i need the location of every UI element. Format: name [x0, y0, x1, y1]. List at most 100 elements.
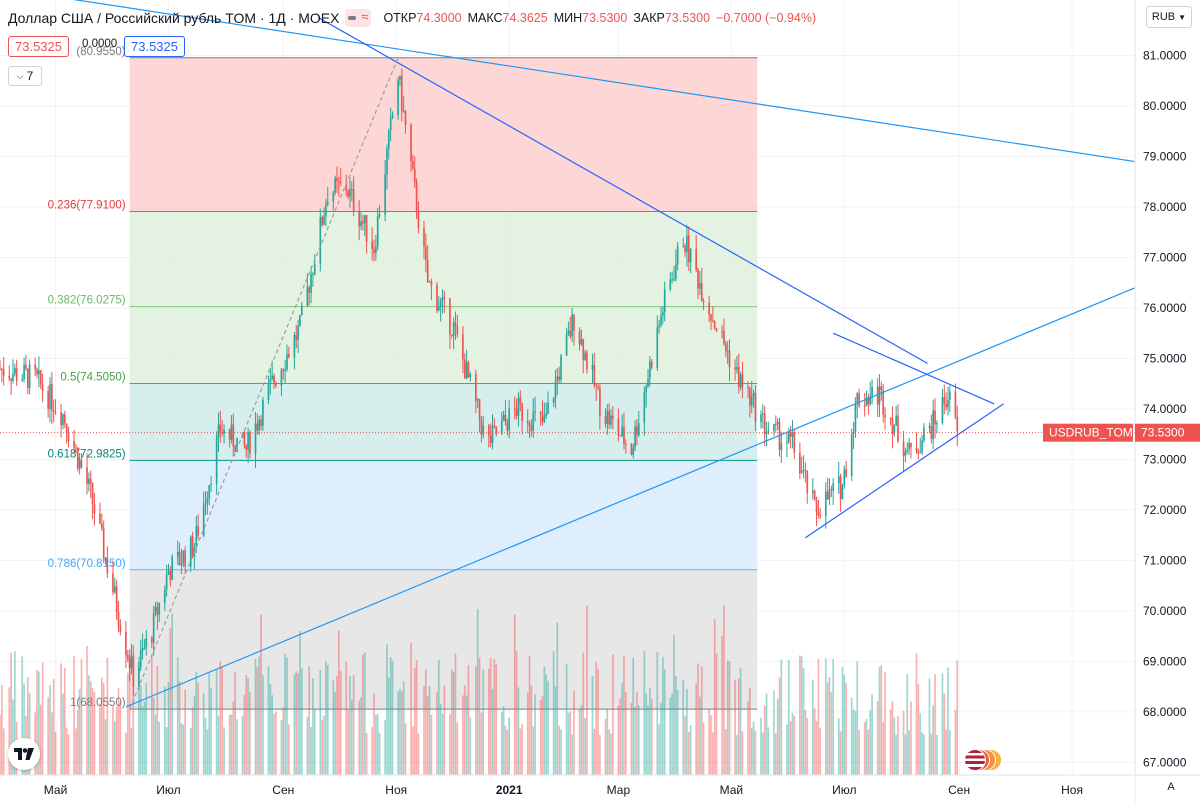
candle-body[interactable]	[839, 476, 842, 500]
candle-body[interactable]	[293, 334, 296, 358]
candle-body[interactable]	[767, 430, 770, 434]
candle-body[interactable]	[478, 399, 481, 420]
candle-body[interactable]	[656, 327, 659, 368]
candle-body[interactable]	[713, 321, 716, 329]
candle-body[interactable]	[674, 264, 677, 280]
candle-body[interactable]	[210, 483, 212, 485]
candle-body[interactable]	[699, 283, 701, 289]
candle-body[interactable]	[197, 526, 199, 536]
candle-body[interactable]	[660, 315, 662, 326]
candle-body[interactable]	[595, 385, 598, 387]
candle-body[interactable]	[528, 423, 531, 427]
candle-body[interactable]	[895, 415, 897, 426]
candle-body[interactable]	[867, 397, 870, 405]
candle-body[interactable]	[295, 334, 298, 340]
candle-body[interactable]	[228, 429, 231, 440]
candle-body[interactable]	[208, 484, 211, 499]
candle-body[interactable]	[882, 390, 885, 415]
candle-body[interactable]	[349, 189, 351, 197]
candle-body[interactable]	[215, 437, 218, 484]
candle-body[interactable]	[384, 174, 386, 215]
candle-body[interactable]	[306, 287, 309, 306]
candle-body[interactable]	[441, 297, 444, 301]
candle-body[interactable]	[25, 364, 27, 369]
candle-body[interactable]	[910, 443, 912, 448]
candle-body[interactable]	[165, 574, 168, 590]
candle-body[interactable]	[288, 354, 290, 358]
candle-body[interactable]	[567, 330, 570, 335]
candle-body[interactable]	[34, 364, 37, 370]
candle-body[interactable]	[313, 263, 316, 274]
candle-body[interactable]	[489, 435, 492, 444]
candle-body[interactable]	[258, 419, 261, 431]
candle-body[interactable]	[206, 498, 209, 504]
candle-body[interactable]	[715, 328, 718, 331]
trend-line[interactable]	[318, 17, 928, 365]
candle-body[interactable]	[789, 432, 792, 437]
candle-body[interactable]	[526, 420, 529, 424]
candle-body[interactable]	[204, 503, 207, 505]
candle-body[interactable]	[915, 447, 918, 452]
candle-body[interactable]	[723, 331, 725, 344]
candle-body[interactable]	[799, 452, 801, 474]
candle-body[interactable]	[150, 637, 153, 643]
candle-body[interactable]	[541, 413, 544, 422]
candle-body[interactable]	[21, 379, 24, 381]
candle-body[interactable]	[73, 441, 75, 448]
candle-body[interactable]	[360, 221, 362, 227]
candle-body[interactable]	[65, 423, 68, 435]
candle-body[interactable]	[923, 427, 925, 441]
candle-body[interactable]	[906, 449, 909, 452]
candle-body[interactable]	[26, 368, 29, 388]
candle-body[interactable]	[219, 424, 222, 433]
candle-body[interactable]	[604, 415, 607, 424]
candle-body[interactable]	[662, 312, 664, 316]
candle-body[interactable]	[89, 478, 92, 484]
candle-body[interactable]	[908, 443, 910, 450]
candle-body[interactable]	[387, 130, 390, 149]
candle-body[interactable]	[402, 110, 405, 112]
candle-body[interactable]	[763, 413, 766, 435]
candle-body[interactable]	[338, 180, 340, 183]
trend-line[interactable]	[125, 287, 1136, 708]
candle-body[interactable]	[104, 557, 107, 559]
candle-body[interactable]	[76, 447, 79, 469]
candle-body[interactable]	[841, 485, 844, 500]
candle-body[interactable]	[86, 467, 88, 485]
candle-body[interactable]	[850, 434, 853, 477]
candle-body[interactable]	[171, 556, 174, 581]
candle-body[interactable]	[597, 386, 599, 388]
candle-body[interactable]	[10, 378, 12, 381]
candle-body[interactable]	[49, 383, 51, 409]
candle-body[interactable]	[443, 297, 446, 299]
candle-body[interactable]	[671, 279, 673, 281]
candle-body[interactable]	[904, 451, 907, 456]
candle-body[interactable]	[299, 314, 301, 326]
candle-body[interactable]	[436, 285, 438, 311]
candle-body[interactable]	[404, 110, 407, 125]
candle-body[interactable]	[593, 365, 596, 386]
candle-body[interactable]	[282, 369, 285, 371]
candle-body[interactable]	[832, 483, 835, 491]
candle-body[interactable]	[182, 550, 185, 564]
candle-body[interactable]	[454, 322, 457, 327]
candle-body[interactable]	[78, 459, 81, 469]
candle-body[interactable]	[119, 625, 122, 632]
candle-body[interactable]	[682, 245, 685, 247]
candle-body[interactable]	[236, 437, 238, 452]
candle-body[interactable]	[465, 362, 468, 379]
candle-body[interactable]	[752, 393, 755, 396]
candle-body[interactable]	[765, 433, 768, 435]
candle-body[interactable]	[13, 368, 16, 374]
candle-body[interactable]	[845, 469, 847, 477]
candle-body[interactable]	[154, 606, 157, 613]
candle-body[interactable]	[280, 369, 283, 386]
candle-body[interactable]	[463, 359, 466, 379]
candle-body[interactable]	[928, 425, 931, 428]
candle-body[interactable]	[184, 550, 186, 567]
candle-body[interactable]	[854, 403, 857, 433]
candle-body[interactable]	[878, 386, 881, 405]
candle-body[interactable]	[919, 452, 922, 454]
candle-body[interactable]	[308, 287, 311, 293]
candle-body[interactable]	[52, 410, 55, 412]
